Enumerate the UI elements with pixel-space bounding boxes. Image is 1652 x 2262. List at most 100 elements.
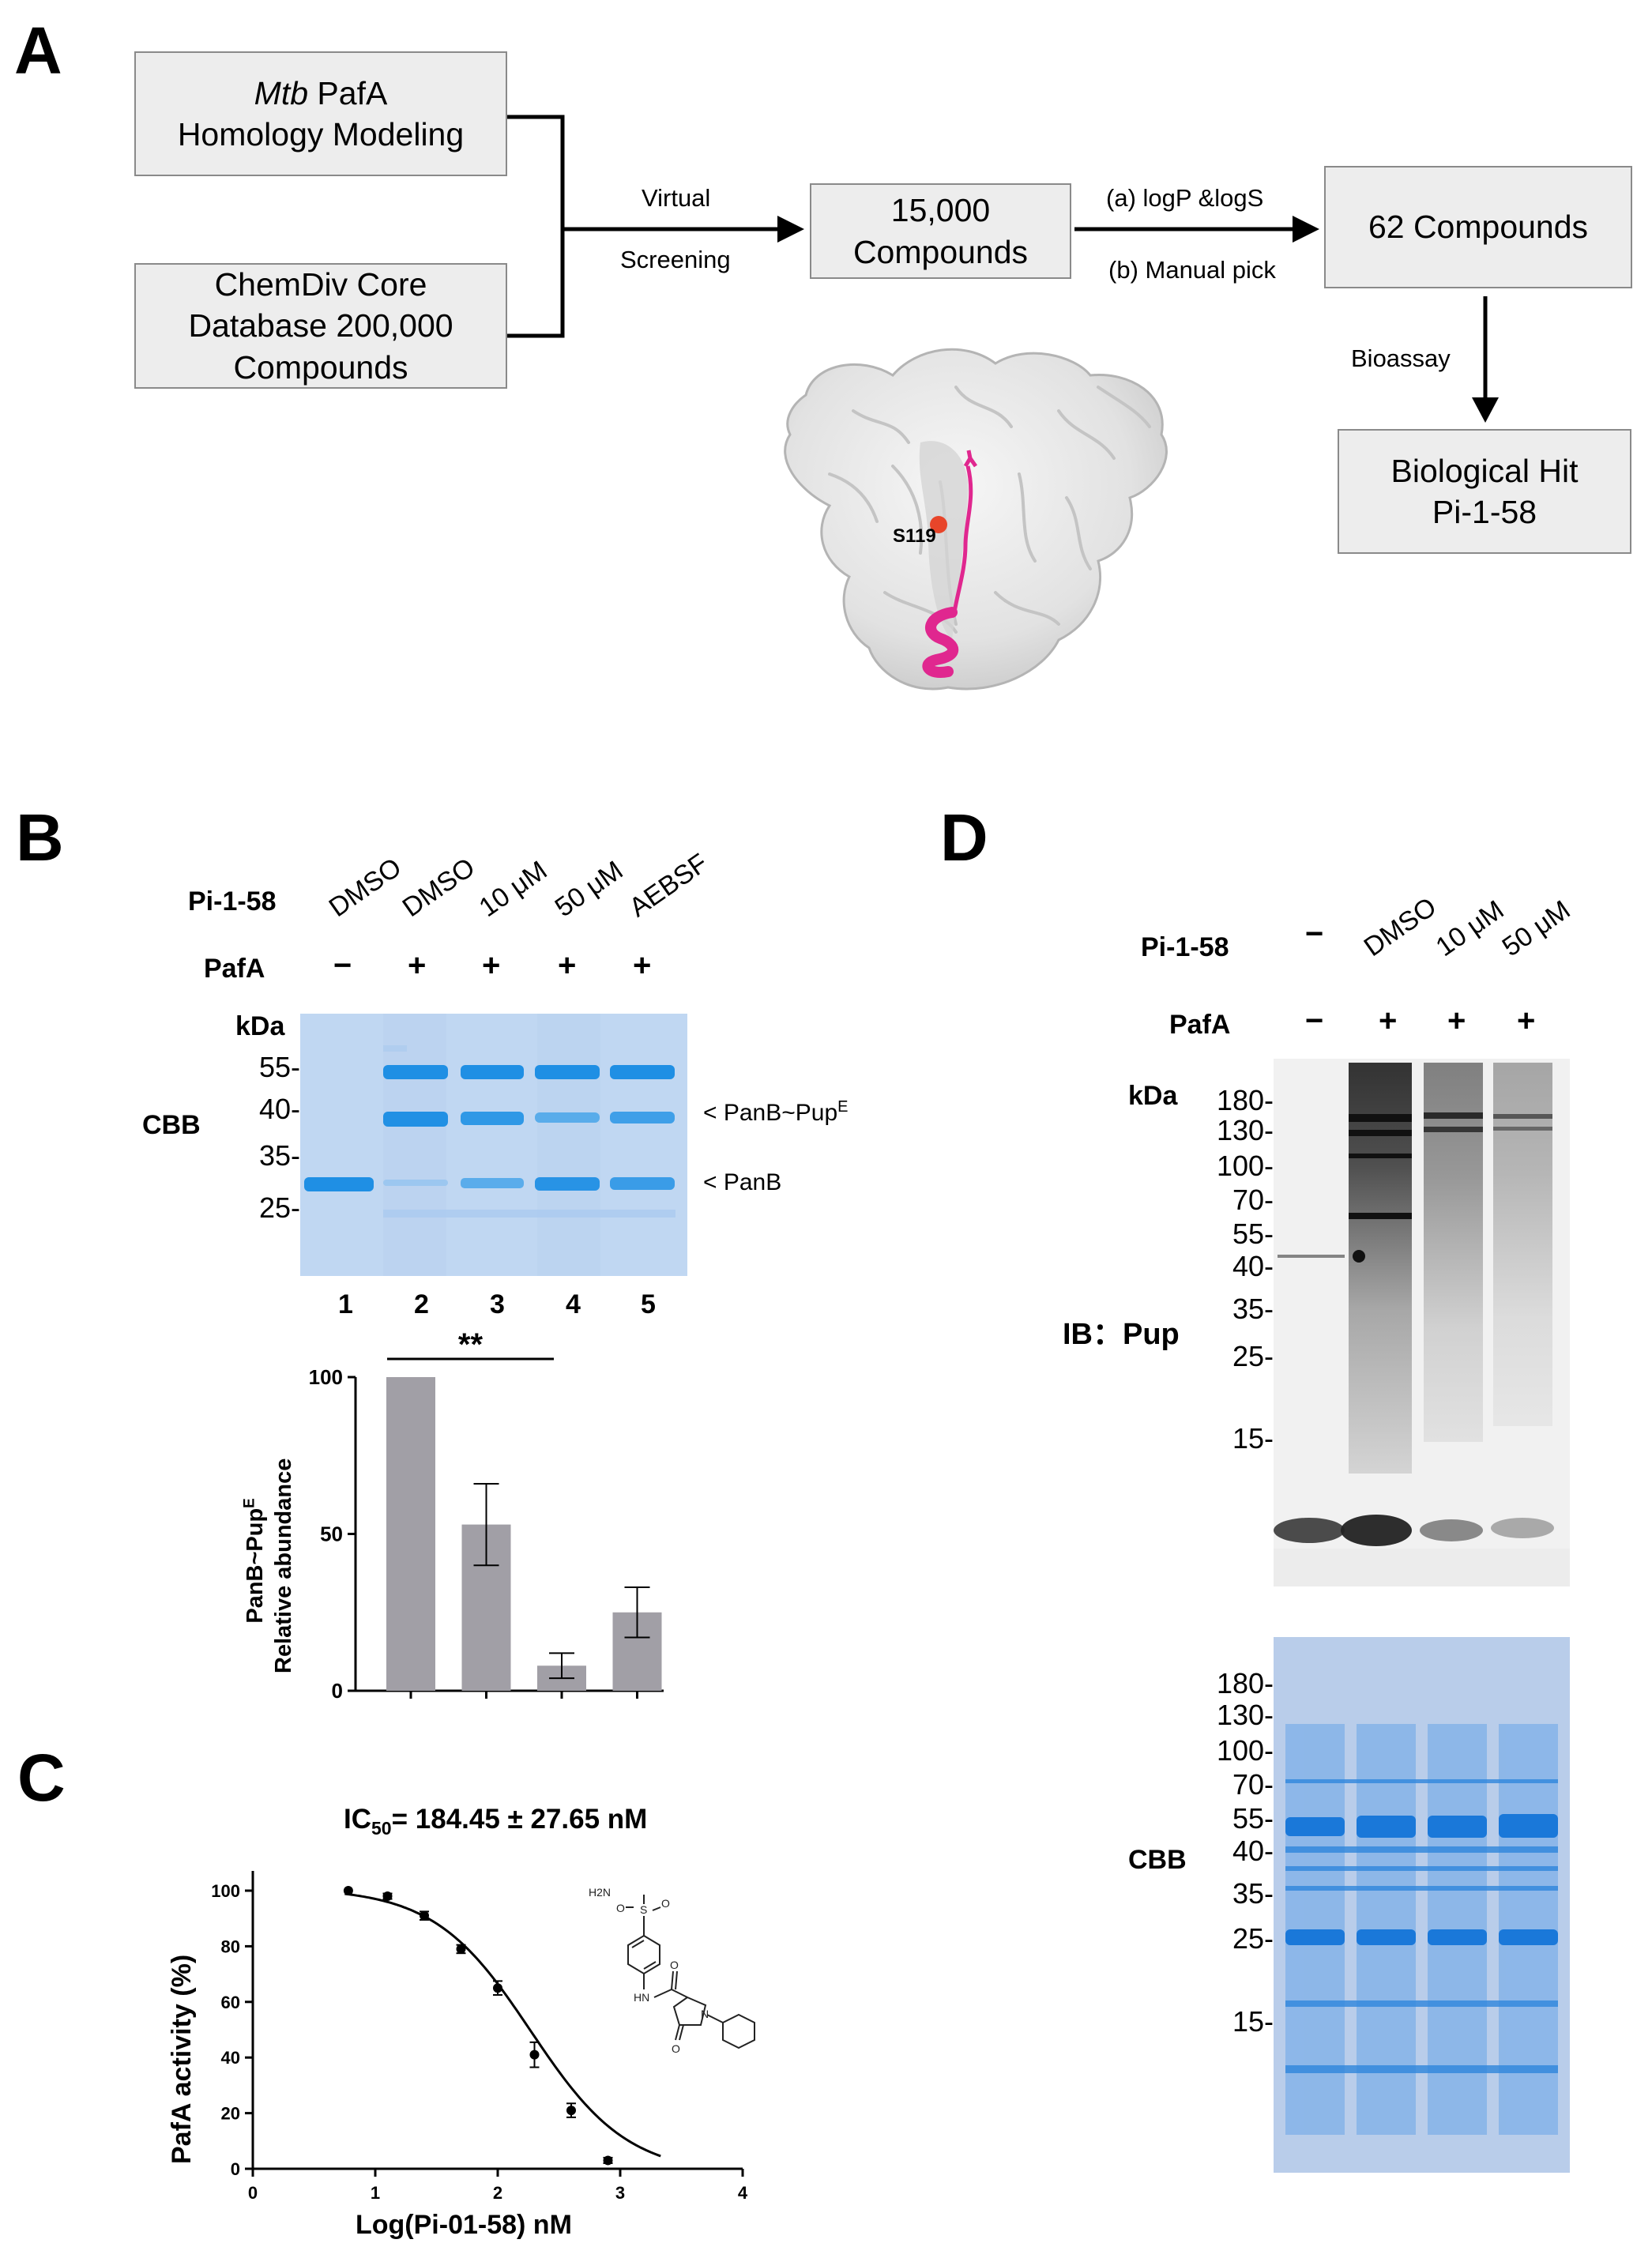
d-cbb-label: CBB	[1128, 1845, 1187, 1875]
arrow2-bottom-label: (b) Manual pick	[1108, 256, 1276, 284]
binding-groove	[919, 441, 969, 640]
chemdiv-line1: ChemDiv Core	[214, 265, 427, 303]
d-blot-marker-180: 180-	[1216, 1084, 1274, 1116]
d-row1-label: Pi-1-58	[1141, 932, 1229, 962]
bar-y-tick-label: 100	[309, 1365, 343, 1389]
b-lane-number-3: 3	[490, 1289, 505, 1319]
dose-y-tick-label: 100	[211, 1881, 240, 1901]
bar-chart-marks: **	[386, 1327, 662, 1691]
d-cbb-marker-55: 55-	[1232, 1802, 1274, 1835]
dose-y-tick-label: 40	[221, 2048, 240, 2068]
gel-band	[461, 1178, 524, 1188]
mtb-rest-text: PafA	[308, 74, 388, 111]
c-title-sub: 50	[371, 1818, 392, 1839]
mtb-line2-text: Homology Modeling	[177, 116, 465, 152]
box-62-text: 62 Compounds	[1368, 209, 1589, 246]
arrow3-label: Bioassay	[1351, 344, 1451, 372]
panel-a-letter: A	[14, 13, 62, 88]
d-cbb-marker-70: 70-	[1232, 1768, 1274, 1801]
panel-c-letter: C	[17, 1741, 66, 1815]
dose-x-tick-label: 4	[738, 2183, 748, 2203]
d-cbb-marker-15: 15-	[1232, 2005, 1274, 2038]
d-lane3-treatment: 10 μM	[1430, 894, 1510, 963]
b-lane-number-2: 2	[414, 1289, 429, 1319]
b-lane5-pafa: +	[633, 948, 652, 983]
gel-band	[461, 1065, 524, 1079]
d-cbb-marker-25: 25-	[1232, 1922, 1274, 1955]
chem-hn-label: HN	[634, 1991, 649, 2004]
gel-band	[383, 1112, 448, 1127]
chem-s-label: S	[640, 1903, 647, 1916]
pup-peptide-tip	[963, 450, 978, 468]
dose-y-tick-label: 60	[221, 1993, 240, 2012]
chemdiv-line2: Database 200,000	[188, 307, 453, 344]
dose-fit-curve	[344, 1892, 661, 2158]
gel-band	[535, 1065, 600, 1079]
dose-chart-axes: 0 20 40 60 80 100 0 1 2 3 4	[211, 1871, 748, 2203]
dose-data-point	[343, 1886, 353, 1895]
d-blot-marker-100: 100-	[1216, 1150, 1274, 1182]
c-title-rest: = 184.45 ± 27.65 nM	[391, 1804, 648, 1835]
arrow3-head	[1472, 397, 1499, 423]
d-blot-marker-130: 130-	[1216, 1114, 1274, 1146]
d-cbb-marker-100: 100-	[1216, 1734, 1274, 1767]
b-chart-ylabel-line2: Relative abundance	[271, 1458, 296, 1673]
box-biological-hit: Biological Hit Pi-1-58	[1338, 429, 1631, 554]
d-cbb-marker-35: 35-	[1232, 1877, 1274, 1910]
c-title-prefix: IC	[344, 1804, 371, 1835]
dose-data-point	[603, 2155, 613, 2166]
d-lane3-pafa: +	[1447, 1003, 1466, 1038]
b-lane3-pafa: +	[482, 948, 501, 983]
bracket-connector	[507, 115, 565, 338]
pup-helix	[922, 607, 959, 678]
arrow2-head	[1293, 216, 1319, 243]
dose-data-point	[456, 1944, 466, 1954]
b-lane1-treatment: DMSO	[323, 852, 407, 924]
dose-y-tick-label: 80	[221, 1936, 240, 1956]
d-lane2-treatment: DMSO	[1358, 891, 1442, 963]
arrow1-bottom-label: Screening	[620, 246, 731, 273]
arrow2-top-label: (a) logP &logS	[1106, 184, 1264, 212]
c-chart-title: IC50= 184.45 ± 27.65 nM	[344, 1804, 647, 1839]
panel-d-cbb-gel-image	[1274, 1637, 1570, 2173]
significance-label: **	[458, 1327, 484, 1362]
panel-d-letter: D	[940, 800, 988, 875]
b-marker-40: 40-	[258, 1093, 300, 1125]
arrow1-top-label: Virtual	[642, 184, 711, 212]
panel-b-row1-label: Pi-1-58	[188, 886, 277, 916]
b-marker-25: 25-	[258, 1191, 300, 1224]
protein-surface	[784, 348, 1168, 691]
b-band-label-panb-pup: < PanB~PupE	[703, 1098, 849, 1127]
b-lane4-treatment: 50 μM	[549, 855, 629, 924]
chem-n-label: N	[701, 2008, 709, 2020]
d-lane2-pafa: +	[1379, 1003, 1398, 1038]
dose-x-tick-label: 1	[371, 2183, 380, 2203]
panel-c-dose-response-chart: 0 20 40 60 80 100 0 1 2 3 4	[211, 1871, 748, 2203]
dose-x-tick-label: 2	[493, 2183, 502, 2203]
d-lane4-pafa: +	[1517, 1003, 1536, 1038]
box-15000-line2: Compounds	[852, 233, 1029, 270]
gel-band	[610, 1112, 675, 1123]
b-lane-number-4: 4	[566, 1289, 581, 1319]
d-blot-label: IB：Pup	[1063, 1318, 1180, 1351]
dose-x-tick-label: 0	[248, 2183, 258, 2203]
c-chart-ylabel: PafA activity (%)	[167, 1954, 197, 2164]
gel-band	[610, 1177, 675, 1190]
bar-y-tick-label: 0	[332, 1679, 343, 1703]
dose-data-point	[529, 2049, 540, 2060]
arrow1-head	[777, 216, 804, 243]
d-blot-marker-70: 70-	[1232, 1184, 1274, 1216]
b-marker-55: 55-	[258, 1051, 300, 1083]
gel-band	[461, 1112, 524, 1125]
panel-b-row2-label: PafA	[204, 954, 265, 984]
dose-y-tick-label: 20	[221, 2104, 240, 2124]
d-lane4-treatment: 50 μM	[1496, 894, 1576, 963]
d-blot-marker-35: 35-	[1232, 1293, 1274, 1325]
gel-band	[610, 1065, 675, 1079]
d-blot-marker-55: 55-	[1232, 1218, 1274, 1250]
gel-band	[535, 1112, 600, 1123]
d-kda-label: kDa	[1128, 1081, 1178, 1111]
d-cbb-marker-130: 130-	[1216, 1699, 1274, 1731]
mtb-italic-text: Mtb	[254, 74, 309, 111]
b-lane-number-5: 5	[641, 1289, 656, 1319]
